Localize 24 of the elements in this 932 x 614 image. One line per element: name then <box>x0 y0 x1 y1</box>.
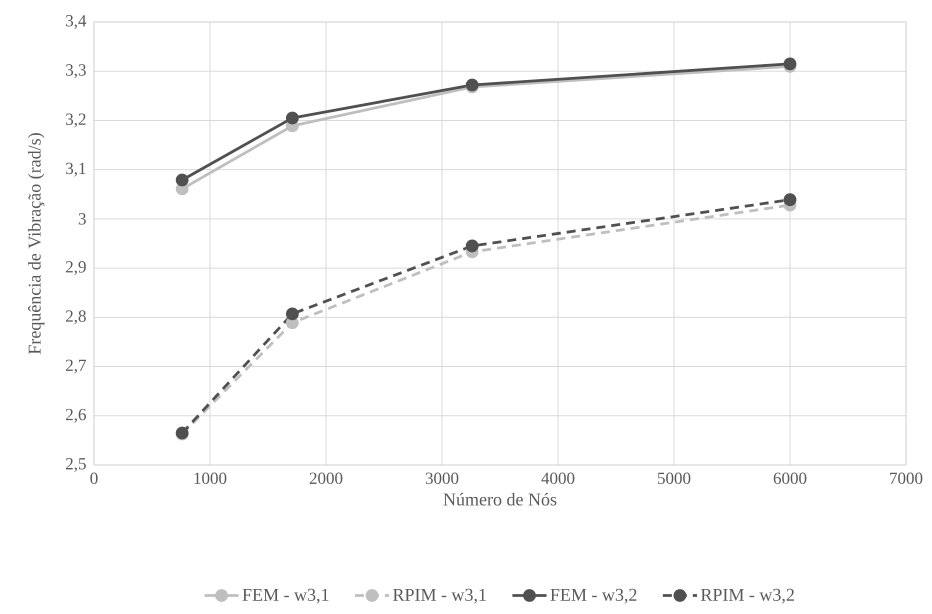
x-tick-label: 5000 <box>658 472 690 484</box>
y-tick-label: 3,1 <box>66 162 86 177</box>
x-tick-label: 3000 <box>426 472 458 484</box>
legend-label: RPIM - w3,2 <box>700 588 794 604</box>
x-tick-label: 6000 <box>774 472 806 484</box>
y-tick-label: 2,8 <box>66 310 86 324</box>
y-tick-label: 3,3 <box>66 64 86 78</box>
y-tick-label: 2,5 <box>66 458 86 472</box>
y-tick-label: 2,7 <box>66 360 86 374</box>
x-tick-label: 4000 <box>541 472 574 484</box>
y-tick-label: 2,6 <box>66 408 86 423</box>
y-tick-label: 3,4 <box>66 15 86 29</box>
x-tick-label: 2000 <box>310 472 342 484</box>
x-tick-label: 0 <box>90 472 98 484</box>
y-axis-title: Frequência de Vibração (rad/s) <box>28 133 44 354</box>
x-axis-title: Número de Nós <box>444 492 556 506</box>
y-tick-label: 2,9 <box>66 261 86 276</box>
y-tick-label: 3 <box>78 213 86 225</box>
x-tick-label: 1000 <box>194 472 226 484</box>
legend-label: FEM - w3,1 <box>242 588 328 604</box>
legend-label: FEM - w3,2 <box>550 588 636 604</box>
legend-label: RPIM - w3,1 <box>393 588 486 604</box>
y-tick-label: 3,2 <box>66 114 86 128</box>
x-tick-label: 7000 <box>890 472 922 484</box>
